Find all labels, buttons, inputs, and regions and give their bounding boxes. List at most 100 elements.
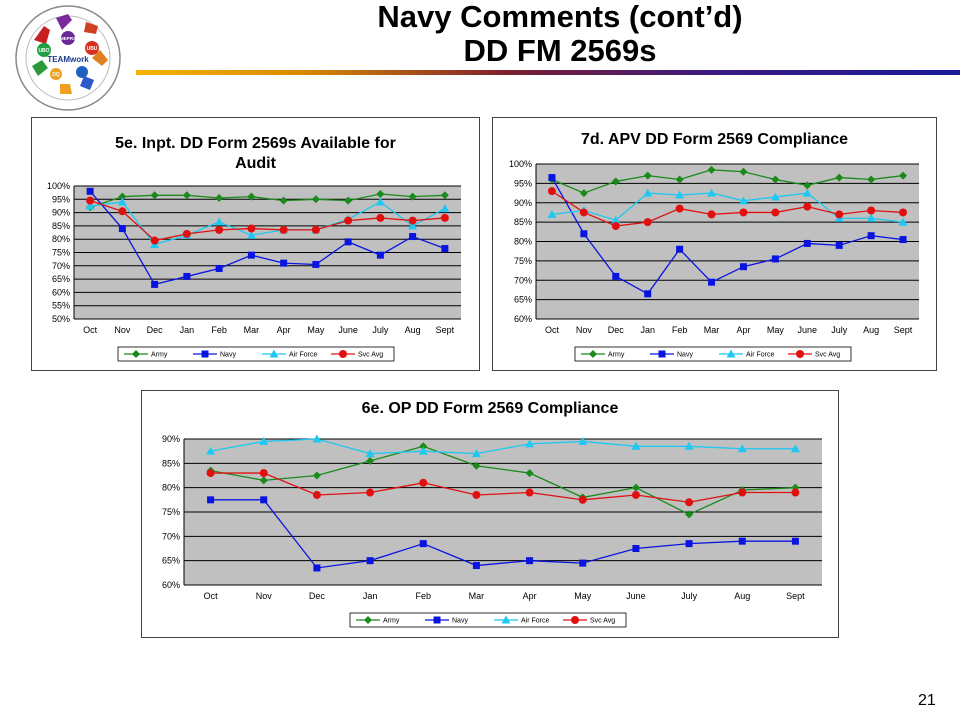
chart-svg: 6e. OP DD Form 2569 Compliance 60% 65% 70% 7… <box>162 400 822 628</box>
data-point-air-force <box>85 201 95 210</box>
series-line-air-force <box>210 438 796 455</box>
legend-marker <box>501 615 511 624</box>
x-tick-label: Mar <box>704 325 720 335</box>
data-point-svc-avg <box>247 224 256 233</box>
x-tick-label: June <box>626 591 646 601</box>
chart-svg: 5e. Inpt. DD Form 2569s Available for Aud… <box>47 135 461 362</box>
data-point-air-force <box>770 192 780 201</box>
chart-panel-op-2569: 6e. OP DD Form 2569 Compliance 60% 65% 70% 7… <box>141 390 839 638</box>
data-point-army <box>182 191 191 200</box>
x-tick-label: May <box>307 325 325 335</box>
y-tick-label: 80% <box>514 237 532 247</box>
data-point-svc-avg <box>118 207 127 216</box>
data-point-navy <box>803 239 811 247</box>
data-point-army <box>835 173 844 182</box>
x-tick-label: Sept <box>786 591 805 601</box>
x-tick-label: Sept <box>436 325 455 335</box>
data-point-air-force <box>547 209 557 218</box>
x-tick-label: Feb <box>415 591 431 601</box>
x-tick-label: Sept <box>894 325 913 335</box>
data-point-svc-avg <box>150 236 159 245</box>
legend-marker <box>201 350 209 358</box>
slide-title-line2: DD FM 2569s <box>463 33 657 68</box>
data-point-army <box>247 192 256 201</box>
y-tick-label: 75% <box>514 256 532 266</box>
legend-box <box>117 346 395 362</box>
legend-marker <box>433 616 441 624</box>
data-point-air-force <box>898 217 908 226</box>
data-point-svc-avg <box>419 478 428 487</box>
data-point-svc-avg <box>376 213 385 222</box>
series-line-army <box>551 169 904 194</box>
data-point-navy <box>899 236 907 244</box>
series-line-svc-avg <box>551 190 904 227</box>
x-tick-label: Aug <box>405 325 421 335</box>
data-point-army <box>867 175 876 184</box>
x-tick-label: July <box>681 591 698 601</box>
data-point-air-force <box>737 444 747 453</box>
data-point-army <box>312 471 321 480</box>
data-point-army <box>344 196 353 205</box>
data-point-air-force <box>631 441 641 450</box>
legend-label: Army <box>383 618 400 625</box>
data-point-army <box>643 171 652 180</box>
series-line-svc-avg <box>210 472 796 503</box>
data-point-svc-avg <box>366 488 375 497</box>
x-tick-label: Apr <box>736 325 750 335</box>
data-point-svc-avg <box>206 469 215 478</box>
x-tick-label: Apr <box>277 325 291 335</box>
data-point-svc-avg <box>738 488 747 497</box>
slide-title-line1: Navy Comments (cont’d) <box>377 0 743 34</box>
data-point-svc-avg <box>344 216 353 225</box>
data-point-svc-avg <box>631 490 640 499</box>
data-point-army <box>631 483 640 492</box>
series-line-army <box>89 193 445 208</box>
data-point-svc-avg <box>685 498 694 507</box>
data-point-svc-avg <box>771 208 780 217</box>
y-tick-label: 100% <box>509 159 532 169</box>
data-point-air-force <box>365 449 375 458</box>
legend-marker <box>796 350 804 358</box>
series-line-air-force <box>90 201 446 246</box>
x-tick-label: Oct <box>83 325 98 335</box>
data-point-air-force <box>578 436 588 445</box>
series-line-army <box>210 445 796 516</box>
data-point-navy <box>771 255 779 263</box>
data-point-navy <box>548 174 556 182</box>
legend-marker <box>589 350 597 358</box>
x-tick-label: Aug <box>863 325 879 335</box>
x-tick-label: June <box>338 325 358 335</box>
chart-panel-apv-2569: 7d. APV DD Form 2569 Compliance 60% 65% 70%… <box>492 117 937 371</box>
data-point-air-force <box>643 188 653 197</box>
x-tick-label: Aug <box>734 591 750 601</box>
page-number: 21 <box>918 692 936 709</box>
y-tick-label: 70% <box>514 275 532 285</box>
data-point-navy <box>472 562 480 570</box>
data-point-navy <box>183 272 191 280</box>
data-point-army <box>899 171 908 180</box>
data-point-svc-avg <box>675 204 684 213</box>
legend-label: Svc Avg <box>815 352 840 359</box>
data-point-svc-avg <box>803 202 812 211</box>
data-point-svc-avg <box>311 225 320 234</box>
chart-title: Audit <box>235 155 277 172</box>
data-point-navy <box>215 264 223 272</box>
data-point-svc-avg <box>791 488 800 497</box>
legend-label: Navy <box>677 352 693 359</box>
y-tick-label: 95% <box>52 194 70 204</box>
data-point-army <box>279 196 288 205</box>
data-point-air-force <box>802 188 812 197</box>
legend-label: Army <box>151 352 168 359</box>
data-point-navy <box>86 187 94 195</box>
x-tick-label: Jan <box>180 325 195 335</box>
data-point-navy <box>632 545 640 552</box>
data-point-navy <box>791 537 799 545</box>
data-point-svc-avg <box>215 225 224 234</box>
x-tick-label: Jan <box>363 591 378 601</box>
legend-marker <box>571 616 579 624</box>
data-point-air-force <box>684 441 694 450</box>
x-tick-label: Feb <box>672 325 688 335</box>
x-tick-label: July <box>372 325 389 335</box>
legend-marker <box>658 350 666 358</box>
data-point-navy <box>579 559 587 567</box>
